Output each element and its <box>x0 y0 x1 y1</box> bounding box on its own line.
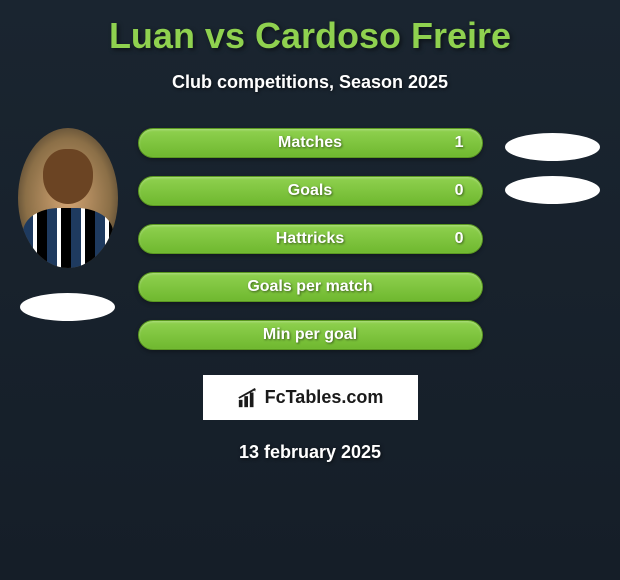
stat-row-hattricks: Hattricks 0 <box>138 224 483 254</box>
stat-label: Goals per match <box>247 278 372 296</box>
stat-label: Goals <box>288 182 332 200</box>
stats-column: Matches 1 Goals 0 Hattricks 0 Goals per … <box>138 128 483 350</box>
badge-ellipse-left <box>20 293 115 321</box>
stat-label: Min per goal <box>263 326 357 344</box>
chart-icon <box>237 387 259 409</box>
page-title: Luan vs Cardoso Freire <box>0 15 620 57</box>
stat-row-goals: Goals 0 <box>138 176 483 206</box>
main-container: Luan vs Cardoso Freire Club competitions… <box>0 0 620 473</box>
logo-text: FcTables.com <box>265 387 384 408</box>
stat-row-goals-per-match: Goals per match <box>138 272 483 302</box>
stat-value: 1 <box>455 134 464 152</box>
stat-row-matches: Matches 1 <box>138 128 483 158</box>
subtitle: Club competitions, Season 2025 <box>0 72 620 93</box>
date-text: 13 february 2025 <box>0 442 620 463</box>
content-area: Matches 1 Goals 0 Hattricks 0 Goals per … <box>0 128 620 350</box>
left-column <box>13 128 123 321</box>
stat-label: Hattricks <box>276 230 344 248</box>
right-column <box>498 128 608 204</box>
stat-value: 0 <box>455 182 464 200</box>
stat-label: Matches <box>278 134 342 152</box>
logo-box: FcTables.com <box>203 375 418 420</box>
player-avatar-left <box>18 128 118 268</box>
stat-row-min-per-goal: Min per goal <box>138 320 483 350</box>
stat-value: 0 <box>455 230 464 248</box>
badge-ellipse-right-2 <box>505 176 600 204</box>
badge-ellipse-right-1 <box>505 133 600 161</box>
